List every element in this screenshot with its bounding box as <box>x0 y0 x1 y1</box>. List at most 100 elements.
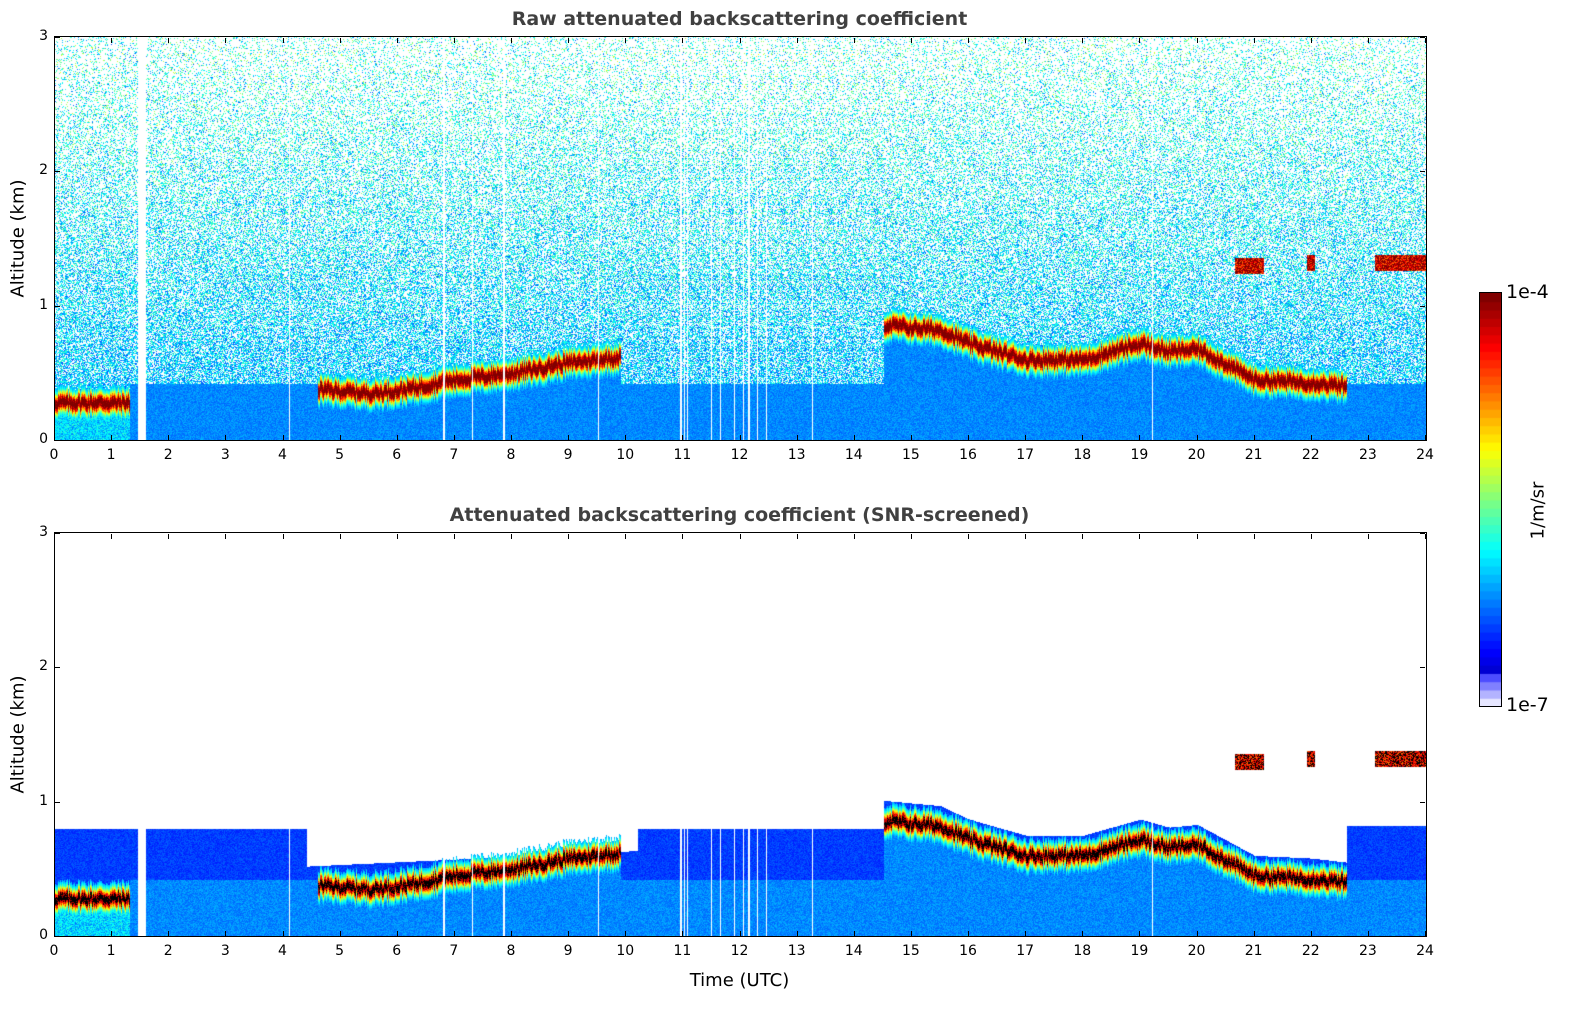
x-tick-mark <box>282 931 284 936</box>
x-tick-label: 10 <box>616 943 635 959</box>
x-tick-mark <box>1196 534 1198 539</box>
x-tick-mark <box>625 435 627 440</box>
x-tick-mark <box>453 931 455 936</box>
y-tick-label: 2 <box>39 658 48 675</box>
x-tick-label: 23 <box>1358 943 1377 959</box>
x-tick-mark <box>54 931 55 936</box>
x-tick-mark <box>1253 38 1255 43</box>
x-tick-mark <box>453 435 455 440</box>
y-tick-mark <box>55 801 60 803</box>
raw-backscatter-heatmap <box>55 37 1426 440</box>
x-tick-label: 0 <box>49 447 59 463</box>
x-tick-mark <box>739 435 741 440</box>
x-tick-mark <box>111 534 113 539</box>
y-tick-mark <box>1420 171 1425 173</box>
x-tick-label: 6 <box>392 447 402 463</box>
x-tick-label: 23 <box>1358 447 1377 463</box>
x-tick-mark <box>1425 38 1426 43</box>
y-tick-mark <box>55 667 60 669</box>
x-tick-mark <box>282 534 284 539</box>
top-y-axis-label: Altitude (km) <box>7 179 29 298</box>
x-tick-mark <box>625 38 627 43</box>
x-tick-mark <box>168 931 170 936</box>
x-tick-mark <box>1082 435 1084 440</box>
bottom-plot-area <box>54 532 1427 937</box>
x-tick-mark <box>1367 534 1369 539</box>
x-tick-mark <box>54 435 55 440</box>
x-tick-mark <box>1425 931 1426 936</box>
x-tick-label: 7 <box>449 447 459 463</box>
x-tick-mark <box>511 534 512 539</box>
x-tick-mark <box>968 534 969 539</box>
x-tick-mark <box>339 38 341 43</box>
x-tick-mark <box>339 435 341 440</box>
x-tick-mark <box>682 931 684 936</box>
x-tick-label: 13 <box>787 447 806 463</box>
x-tick-mark <box>282 38 284 43</box>
x-tick-mark <box>968 931 969 936</box>
x-tick-mark <box>225 931 227 936</box>
x-tick-mark <box>453 38 455 43</box>
x-tick-label: 9 <box>563 943 573 959</box>
x-tick-mark <box>1196 38 1198 43</box>
x-tick-mark <box>682 534 684 539</box>
x-tick-mark <box>853 435 855 440</box>
x-tick-mark <box>568 38 570 43</box>
x-tick-label: 3 <box>220 447 230 463</box>
x-tick-mark <box>682 435 684 440</box>
y-tick-label: 0 <box>39 927 48 943</box>
x-tick-label: 20 <box>1187 447 1206 463</box>
x-tick-label: 14 <box>844 943 863 959</box>
y-tick-label: 2 <box>39 162 48 179</box>
y-tick-mark <box>55 440 60 441</box>
x-tick-label: 5 <box>335 447 345 463</box>
x-tick-label: 13 <box>787 943 806 959</box>
x-tick-mark <box>396 38 398 43</box>
x-tick-label: 6 <box>392 943 402 959</box>
x-tick-mark <box>739 931 741 936</box>
x-tick-label: 19 <box>1130 943 1149 959</box>
x-tick-mark <box>796 38 798 43</box>
x-tick-label: 12 <box>730 943 749 959</box>
x-tick-label: 24 <box>1416 943 1434 959</box>
x-tick-label: 20 <box>1187 943 1206 959</box>
x-tick-label: 17 <box>1016 943 1035 959</box>
x-tick-mark <box>1025 931 1027 936</box>
x-tick-mark <box>910 931 912 936</box>
x-tick-mark <box>1367 435 1369 440</box>
y-tick-mark <box>55 37 60 38</box>
x-tick-mark <box>339 931 341 936</box>
x-tick-label: 9 <box>563 447 573 463</box>
top-plot-area <box>54 36 1427 441</box>
x-tick-mark <box>739 534 741 539</box>
x-tick-mark <box>282 435 284 440</box>
x-tick-mark <box>568 534 570 539</box>
y-tick-mark <box>1420 667 1425 669</box>
y-tick-mark <box>55 936 60 937</box>
x-tick-mark <box>1139 38 1141 43</box>
colorbar-label: 1/m/sr <box>1527 481 1549 540</box>
x-tick-mark <box>168 534 170 539</box>
x-tick-mark <box>1082 38 1084 43</box>
y-tick-mark <box>1420 305 1425 307</box>
x-tick-label: 4 <box>278 447 287 463</box>
x-tick-label: 11 <box>673 447 692 463</box>
x-tick-label: 1 <box>106 447 116 463</box>
x-tick-label: 11 <box>673 943 692 959</box>
x-tick-mark <box>225 534 227 539</box>
x-tick-mark <box>225 38 227 43</box>
x-tick-label: 5 <box>335 943 345 959</box>
x-tick-mark <box>853 38 855 43</box>
x-tick-mark <box>910 534 912 539</box>
x-tick-mark <box>910 38 912 43</box>
x-tick-mark <box>225 435 227 440</box>
x-tick-label: 0 <box>49 943 59 959</box>
y-tick-label: 1 <box>39 296 48 313</box>
x-tick-label: 14 <box>844 447 863 463</box>
x-tick-mark <box>168 435 170 440</box>
bottom-y-axis-label: Altitude (km) <box>7 675 29 794</box>
x-tick-mark <box>1310 534 1312 539</box>
x-tick-mark <box>511 38 512 43</box>
x-tick-mark <box>511 435 512 440</box>
x-tick-label: 17 <box>1016 447 1035 463</box>
